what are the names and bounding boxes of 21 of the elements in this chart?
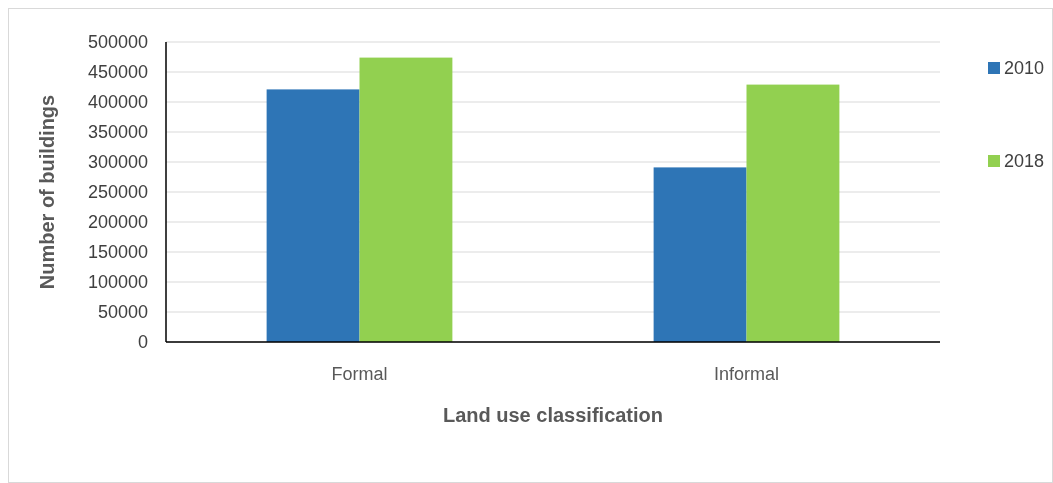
x-tick-label: Informal <box>713 364 780 384</box>
y-tick-label: 0 <box>137 332 148 353</box>
y-tick-label: 200000 <box>87 212 148 233</box>
y-tick-label: 450000 <box>87 62 148 83</box>
y-axis-title: Number of buildings <box>36 94 58 290</box>
legend-label: 2018 <box>1004 151 1045 172</box>
legend-label: 2010 <box>1004 58 1045 79</box>
bar <box>746 84 840 342</box>
bar <box>359 57 453 342</box>
y-tick-label: 300000 <box>87 152 148 173</box>
y-tick-label: 50000 <box>97 302 148 323</box>
y-tick-label: 150000 <box>87 242 148 263</box>
y-tick-label: 100000 <box>87 272 148 293</box>
x-tick-label: Formal <box>331 364 388 384</box>
y-tick-label: 500000 <box>87 32 148 53</box>
y-tick-label: 250000 <box>87 182 148 203</box>
y-tick-label: 400000 <box>87 92 148 113</box>
x-axis-title: Land use classification <box>442 404 664 426</box>
bar <box>653 167 747 342</box>
bar <box>266 89 360 342</box>
y-tick-label: 350000 <box>87 122 148 143</box>
